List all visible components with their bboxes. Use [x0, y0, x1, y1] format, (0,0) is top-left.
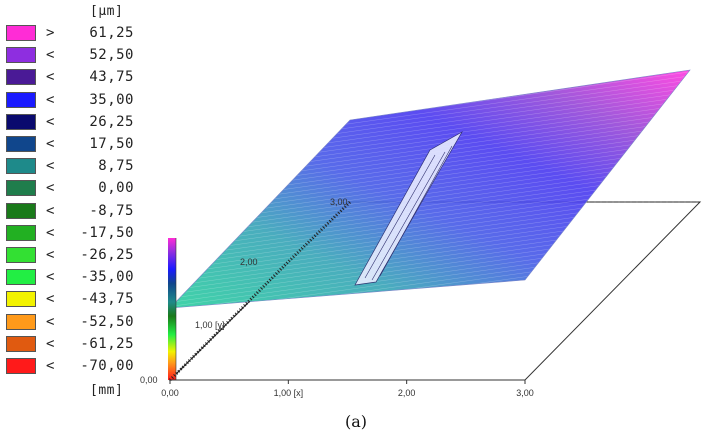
- legend-operator: <: [46, 313, 55, 330]
- legend-item: >61,25: [6, 25, 146, 43]
- legend-swatch: [6, 180, 36, 197]
- legend-item: <43,75: [6, 69, 146, 87]
- legend-value: 8,75: [98, 158, 134, 175]
- x-tick-label: 3,00: [516, 388, 534, 398]
- legend-operator: <: [46, 202, 55, 219]
- x-tick-label: 0,00: [161, 388, 179, 398]
- legend-operator: <: [46, 69, 55, 86]
- surface-plot: 0,00 1,00 [x] 2,00 3,00 1,00 [y] 2,00 3,00 0,…: [140, 69, 702, 398]
- legend-operator: <: [46, 291, 55, 308]
- legend-swatch: [6, 291, 36, 308]
- groove-feature: [354, 131, 463, 286]
- legend-swatch: [6, 358, 36, 374]
- legend-item: <8,75: [6, 158, 146, 176]
- legend-item: < -61,25: [6, 335, 146, 354]
- legend-swatch: [6, 224, 36, 241]
- legend-value: -35,00: [80, 269, 134, 286]
- legend-value: -17,50: [80, 224, 134, 241]
- legend-item: <52,50: [6, 47, 146, 65]
- legend-item: < -8,75: [6, 202, 146, 221]
- legend-value: -61,25: [80, 335, 134, 352]
- legend-swatch: [6, 25, 36, 41]
- legend-operator: <: [46, 247, 55, 263]
- legend-operator: <: [46, 335, 55, 352]
- y-axis-ruler: [168, 200, 352, 382]
- origin-label: 0,00: [140, 375, 158, 385]
- legend-value: 43,75: [89, 69, 134, 86]
- legend-operator: <: [46, 224, 55, 241]
- legend-value: -43,75: [80, 291, 134, 308]
- legend-item: < -35,00: [6, 269, 146, 287]
- legend-item: <0,00: [6, 180, 146, 198]
- legend-swatch: [6, 335, 36, 352]
- legend-operator: <: [46, 269, 55, 286]
- legend-value: 35,00: [89, 91, 134, 108]
- legend-swatch: [6, 202, 36, 219]
- legend-operator: <: [46, 91, 55, 108]
- legend-swatch: [6, 269, 36, 286]
- legend-unit-top: [µm]: [90, 4, 124, 19]
- legend-value: -70,00: [80, 358, 134, 374]
- legend-value: 61,25: [89, 25, 134, 41]
- legend-operator: <: [46, 136, 55, 152]
- legend-value: -52,50: [80, 313, 134, 330]
- legend-operator: <: [46, 47, 55, 64]
- legend-swatch: [6, 247, 36, 263]
- legend-swatch: [6, 47, 36, 64]
- legend-swatch: [6, 136, 36, 152]
- y-ticks: 1,00 [y] 2,00 3,00: [195, 197, 348, 330]
- legend-item: < -70,00: [6, 358, 146, 376]
- legend-item: <26,25: [6, 113, 146, 132]
- legend-swatch: [6, 313, 36, 330]
- y-tick-label: 1,00 [y]: [195, 320, 225, 330]
- x-tick-label: 2,00: [398, 388, 416, 398]
- legend-item: < -52,50: [6, 313, 146, 332]
- legend-unit-bottom: [mm]: [90, 383, 124, 398]
- legend-value: 0,00: [98, 180, 134, 197]
- legend-value: 17,50: [89, 136, 134, 152]
- legend-swatch: [6, 69, 36, 86]
- legend-item: <35,00: [6, 91, 146, 110]
- figure-caption: (a): [344, 412, 368, 431]
- legend-value: 26,25: [89, 113, 134, 130]
- legend-value: -26,25: [80, 247, 134, 263]
- legend-operator: <: [46, 113, 55, 130]
- z-color-bar: [168, 238, 176, 380]
- y-tick-label: 2,00: [240, 257, 258, 267]
- surface-outline: [169, 69, 691, 309]
- legend-item: < -17,50: [6, 224, 146, 243]
- legend-swatch: [6, 113, 36, 130]
- y-tick-label: 3,00: [330, 197, 348, 207]
- legend-swatch: [6, 91, 36, 108]
- groove-lines: [364, 145, 453, 281]
- surface-texture: [170, 70, 690, 308]
- legend-operator: >: [46, 25, 55, 41]
- legend-operator: <: [46, 180, 55, 197]
- color-legend: [µm] >61,25 <52,50 <43,75 <35,00 <26,25 <17,5…: [0, 0, 150, 400]
- legend-item: < -43,75: [6, 291, 146, 309]
- legend-value: 52,50: [89, 47, 134, 64]
- legend-operator: <: [46, 158, 55, 175]
- legend-swatch: [6, 158, 36, 175]
- x-tick-label: 1,00 [x]: [274, 388, 304, 398]
- legend-operator: <: [46, 358, 55, 374]
- legend-item: <17,50: [6, 136, 146, 154]
- x-ticks: 0,00 1,00 [x] 2,00 3,00: [161, 380, 534, 398]
- legend-value: -8,75: [89, 202, 134, 219]
- legend-item: < -26,25: [6, 247, 146, 265]
